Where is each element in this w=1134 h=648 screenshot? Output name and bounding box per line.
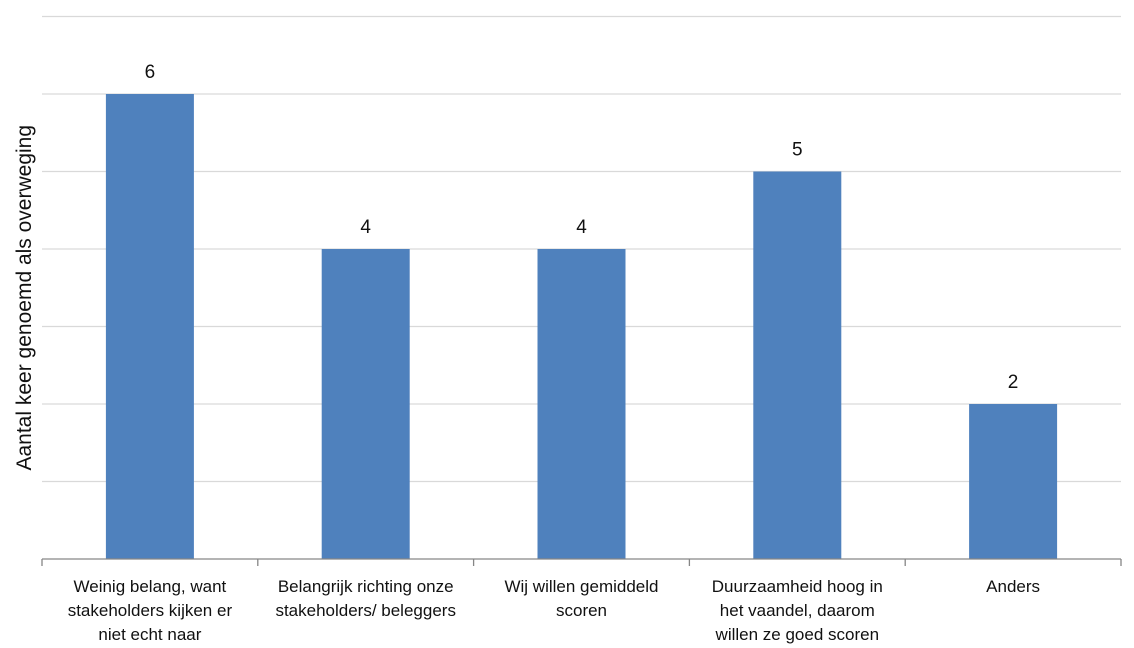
- y-axis-title: Aantal keer genoemd als overweging: [13, 125, 36, 471]
- bar: [321, 249, 410, 559]
- bar: [537, 249, 626, 559]
- x-axis-labels: Weinig belang, want stakeholders kijken e…: [68, 577, 1040, 644]
- bars: [105, 94, 1058, 559]
- data-label: 5: [792, 140, 803, 161]
- x-tick-label: Duurzaamheid hoog in het vaandel, daarom w…: [712, 577, 883, 644]
- x-tick-label: Weinig belang, want stakeholders kijken e…: [68, 577, 233, 644]
- bar: [753, 171, 842, 559]
- bar: [105, 94, 194, 559]
- data-label: 2: [1008, 372, 1019, 393]
- x-axis-ticks: [41, 559, 1122, 566]
- bar: [969, 404, 1058, 559]
- x-tick-label: Wij willen gemiddeld scoren: [504, 577, 658, 620]
- data-labels: 6 4 4 5 2: [145, 62, 1019, 393]
- x-tick-label: Belangrijk richting onze stakeholders/ be…: [275, 577, 456, 620]
- x-tick-label: Anders: [986, 577, 1040, 596]
- data-label: 4: [576, 217, 587, 238]
- data-label: 6: [145, 62, 156, 83]
- data-label: 4: [360, 217, 371, 238]
